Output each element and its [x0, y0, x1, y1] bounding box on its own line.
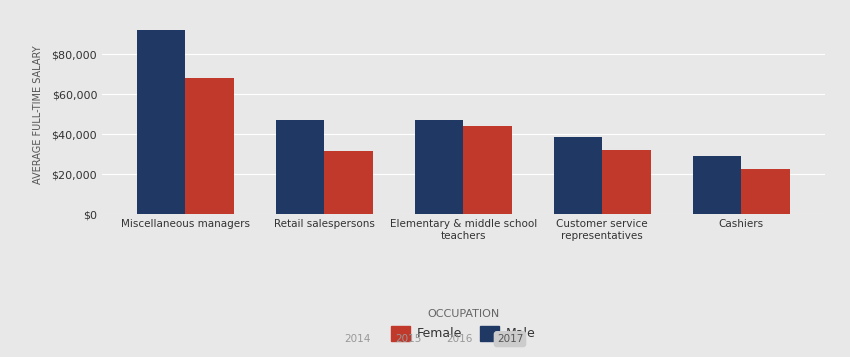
Bar [463, 126, 512, 214]
Text: 2017: 2017 [496, 334, 524, 344]
Bar [325, 151, 373, 214]
Y-axis label: AVERAGE FULL-TIME SALARY: AVERAGE FULL-TIME SALARY [33, 45, 43, 183]
Bar [741, 169, 790, 214]
Bar [693, 156, 741, 214]
Bar [137, 30, 185, 214]
Text: 2016: 2016 [445, 334, 473, 344]
Bar [553, 137, 602, 214]
Text: 2015: 2015 [394, 334, 422, 344]
Bar [275, 120, 325, 214]
Bar [602, 150, 651, 214]
Legend: Female, Male: Female, Male [386, 305, 541, 346]
Text: 2014: 2014 [343, 334, 371, 344]
Bar [415, 120, 463, 214]
Bar [185, 78, 234, 214]
